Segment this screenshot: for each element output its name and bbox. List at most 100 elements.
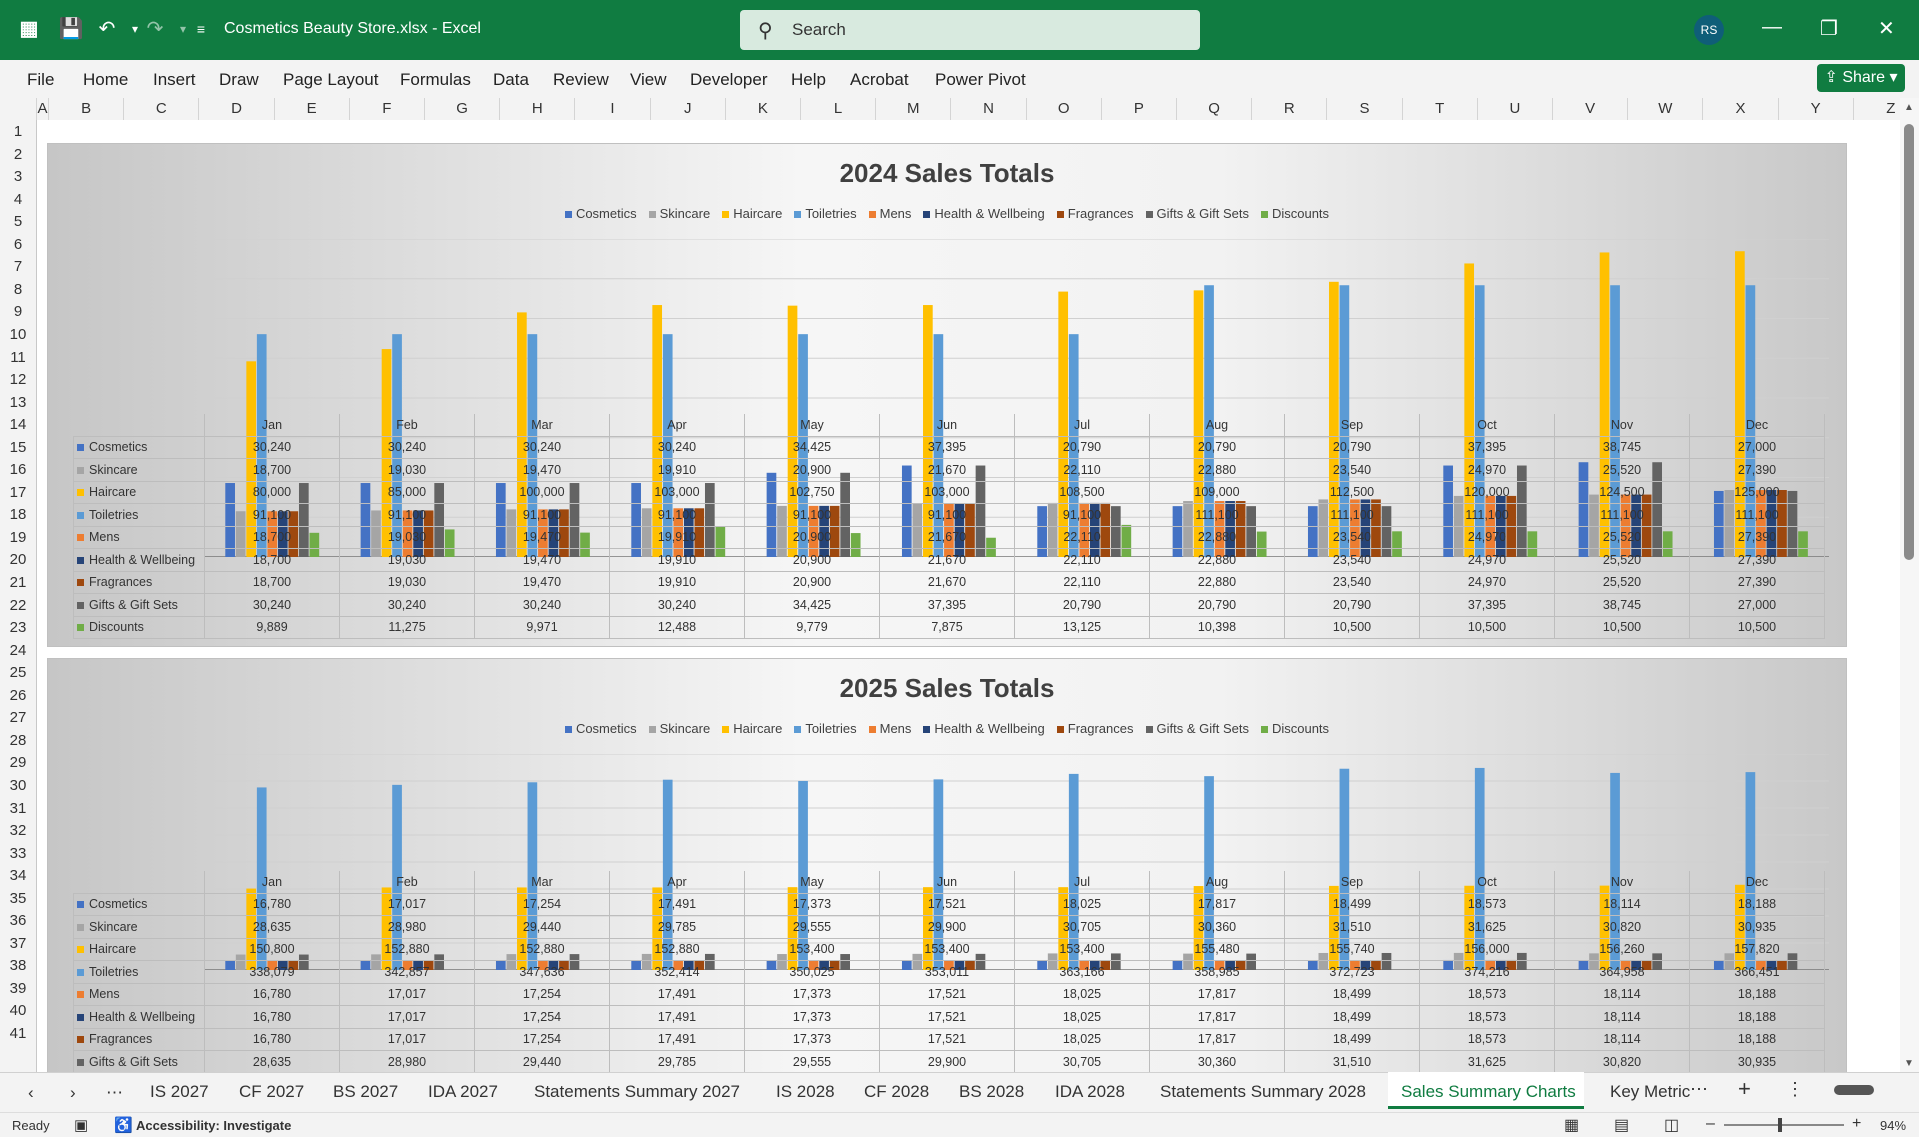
row-header[interactable]: 40 <box>9 1002 27 1020</box>
column-header[interactable]: Z <box>1854 98 1919 120</box>
restore-icon[interactable]: ❐ <box>1820 18 1838 40</box>
column-header[interactable]: R <box>1252 98 1328 120</box>
close-icon[interactable]: ✕ <box>1878 18 1895 40</box>
column-header[interactable]: D <box>199 98 275 120</box>
row-header[interactable]: 6 <box>13 235 23 253</box>
row-header[interactable]: 32 <box>9 822 27 840</box>
column-header[interactable]: W <box>1628 98 1704 120</box>
column-header[interactable]: I <box>575 98 651 120</box>
tab-more-icon[interactable]: ⋯ <box>1690 1079 1708 1099</box>
zoom-in-icon[interactable]: + <box>1852 1115 1862 1132</box>
row-header[interactable]: 34 <box>9 867 27 885</box>
menu-page-layout[interactable]: Page Layout <box>283 70 379 89</box>
zoom-slider[interactable] <box>1724 1118 1844 1132</box>
user-avatar[interactable]: RS <box>1694 15 1724 45</box>
menu-formulas[interactable]: Formulas <box>400 70 471 89</box>
row-header[interactable]: 9 <box>13 303 23 321</box>
column-header[interactable]: A <box>37 98 49 120</box>
select-all-corner[interactable] <box>0 98 37 120</box>
minimize-icon[interactable]: — <box>1762 16 1782 38</box>
row-header[interactable]: 31 <box>9 799 27 817</box>
row-header[interactable]: 38 <box>9 957 27 975</box>
sheet-tab[interactable]: IS 2028 <box>776 1082 835 1101</box>
chart-2025-sales[interactable]: 2025 Sales Totals Cosmetics Skincare Hairc… <box>47 658 1847 1080</box>
undo-dropdown-icon[interactable]: ▾ <box>131 22 139 36</box>
menu-insert[interactable]: Insert <box>153 70 196 89</box>
customize-toolbar-icon[interactable]: ≡ <box>196 21 206 37</box>
sheet-tab[interactable]: Statements Summary 2027 <box>534 1082 740 1101</box>
menu-developer[interactable]: Developer <box>690 70 768 89</box>
column-header[interactable]: S <box>1327 98 1403 120</box>
page-layout-view-icon[interactable]: ▤ <box>1614 1117 1630 1134</box>
column-header[interactable]: M <box>876 98 952 120</box>
row-header[interactable]: 27 <box>9 709 27 727</box>
row-header[interactable]: 23 <box>9 619 27 637</box>
row-header[interactable]: 14 <box>9 416 27 434</box>
sheet-tab[interactable]: BS 2028 <box>959 1082 1025 1101</box>
search-box[interactable]: ⚲ Search <box>740 10 1200 50</box>
row-header[interactable]: 5 <box>13 213 23 231</box>
row-header[interactable]: 39 <box>9 979 27 997</box>
column-header[interactable]: V <box>1553 98 1629 120</box>
sheet-tab[interactable]: Key Metric <box>1610 1082 1690 1101</box>
column-header[interactable]: N <box>951 98 1027 120</box>
row-header[interactable]: 16 <box>9 461 27 479</box>
vertical-scrollbar[interactable]: ▲ ▼ <box>1900 98 1919 1072</box>
column-header[interactable]: Y <box>1779 98 1854 120</box>
save-icon[interactable]: 💾 <box>58 18 84 40</box>
zoom-level[interactable]: 94% <box>1880 1118 1907 1133</box>
menu-home[interactable]: Home <box>83 70 129 89</box>
column-header[interactable]: L <box>801 98 877 120</box>
column-header[interactable]: J <box>651 98 726 120</box>
menu-data[interactable]: Data <box>493 70 529 89</box>
scroll-up-icon[interactable]: ▲ <box>1904 102 1914 113</box>
column-header[interactable]: F <box>350 98 425 120</box>
column-header[interactable]: Q <box>1177 98 1253 120</box>
row-header[interactable]: 24 <box>9 641 27 659</box>
row-header[interactable]: 12 <box>9 371 27 389</box>
add-sheet-icon[interactable]: + <box>1738 1076 1751 1101</box>
column-header[interactable]: G <box>425 98 501 120</box>
row-header[interactable]: 25 <box>9 664 27 682</box>
menu-draw[interactable]: Draw <box>219 70 259 89</box>
menu-acrobat[interactable]: Acrobat <box>850 70 909 89</box>
column-header[interactable]: K <box>726 98 801 120</box>
sheet-tab[interactable]: IS 2027 <box>150 1082 209 1101</box>
share-button[interactable]: ⇪ Share ▾ <box>1817 64 1905 92</box>
options-icon[interactable]: ⋮ <box>1786 1079 1804 1099</box>
prev-sheet-icon[interactable]: ‹ <box>28 1083 34 1102</box>
row-header[interactable]: 13 <box>9 393 27 411</box>
sheet-tab[interactable]: Statements Summary 2028 <box>1160 1082 1366 1101</box>
row-header[interactable]: 22 <box>9 596 27 614</box>
redo-dropdown-icon[interactable]: ▾ <box>179 22 187 36</box>
menu-file[interactable]: File <box>27 70 55 89</box>
macro-record-icon[interactable]: ▣ <box>74 1117 89 1134</box>
sheet-tab[interactable]: CF 2027 <box>239 1082 305 1101</box>
normal-view-icon[interactable]: ▦ <box>1564 1117 1580 1134</box>
row-header[interactable]: 18 <box>9 506 27 524</box>
next-sheet-icon[interactable]: › <box>70 1083 76 1102</box>
row-header[interactable]: 19 <box>9 528 27 546</box>
sheet-tab[interactable]: CF 2028 <box>864 1082 930 1101</box>
zoom-out-icon[interactable]: – <box>1706 1115 1715 1132</box>
row-header[interactable]: 3 <box>13 168 23 186</box>
more-sheets-icon[interactable]: ⋯ <box>106 1083 123 1102</box>
undo-icon[interactable]: ↶ <box>98 18 116 40</box>
row-header[interactable]: 36 <box>9 912 27 930</box>
accessibility-icon[interactable]: ♿ <box>114 1117 133 1134</box>
row-header[interactable]: 21 <box>9 574 27 591</box>
menu-power-pivot[interactable]: Power Pivot <box>935 70 1026 89</box>
sheet-tab[interactable]: BS 2027 <box>333 1082 399 1101</box>
column-header[interactable]: C <box>124 98 200 120</box>
scroll-down-icon[interactable]: ▼ <box>1904 1058 1914 1069</box>
row-header[interactable]: 11 <box>10 348 26 366</box>
row-header[interactable]: 29 <box>9 754 27 772</box>
scroll-thumb[interactable] <box>1904 124 1914 560</box>
menu-view[interactable]: View <box>630 70 667 89</box>
row-header[interactable]: 28 <box>9 731 27 749</box>
column-header[interactable]: X <box>1703 98 1779 120</box>
row-header[interactable]: 37 <box>9 934 27 952</box>
row-header[interactable]: 10 <box>9 325 27 343</box>
row-header[interactable]: 1 <box>13 123 23 140</box>
chart-2024-sales[interactable]: 2024 Sales Totals Cosmetics Skincare Hairc… <box>47 143 1847 647</box>
